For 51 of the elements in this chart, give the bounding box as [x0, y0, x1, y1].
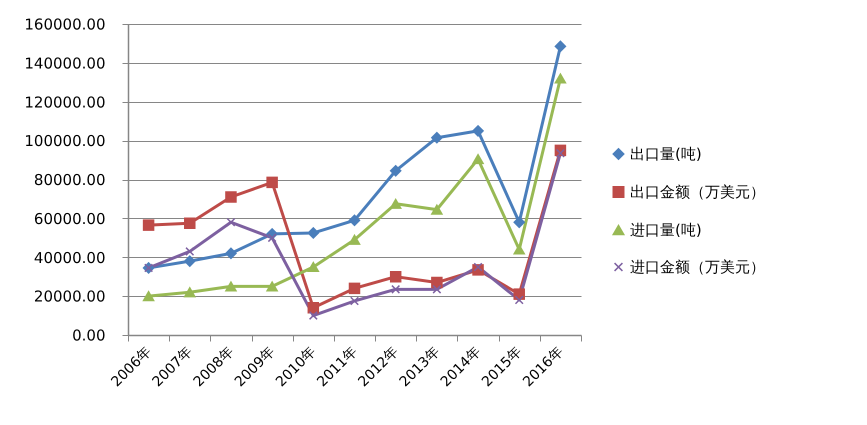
- legend-label: 出口金额（万美元）: [630, 183, 765, 201]
- point: [472, 125, 484, 137]
- point: [391, 284, 400, 294]
- point: [554, 40, 566, 52]
- point: [431, 204, 443, 215]
- point: [225, 281, 237, 292]
- point: [226, 218, 236, 227]
- point: [390, 165, 402, 177]
- point: [184, 255, 196, 267]
- point: [268, 233, 277, 242]
- point: [184, 287, 196, 298]
- point: [266, 281, 278, 292]
- point: [472, 154, 484, 164]
- y-tick-label: 60000.00: [34, 210, 106, 228]
- point: [308, 227, 320, 239]
- point: [142, 219, 154, 231]
- point: [350, 296, 359, 306]
- point: [431, 276, 443, 288]
- y-tick-label: 120000.00: [24, 93, 106, 112]
- point: [514, 296, 524, 305]
- point: [266, 176, 278, 188]
- y-tick-label: 100000.00: [24, 132, 106, 150]
- point: [348, 282, 360, 294]
- point: [432, 284, 442, 294]
- point: [474, 262, 483, 272]
- point: [554, 73, 566, 84]
- point: [513, 244, 525, 255]
- point: [348, 214, 360, 226]
- point: [431, 132, 443, 144]
- point: [390, 198, 402, 209]
- point: [225, 248, 237, 260]
- y-tick-label: 40000.00: [34, 248, 106, 267]
- y-tick-label: 140000.00: [24, 54, 106, 72]
- legend-label: 出口量(吨): [630, 145, 702, 163]
- point: [308, 302, 320, 314]
- point: [184, 217, 196, 229]
- point: [308, 311, 318, 320]
- point: [225, 191, 237, 203]
- y-tick-label: 160000.00: [24, 16, 106, 34]
- point: [556, 148, 565, 158]
- y-tick-label: 20000.00: [34, 288, 106, 306]
- point: [142, 291, 154, 302]
- y-tick-label: 0.00: [72, 326, 106, 344]
- legend-label: 进口量(吨): [630, 221, 702, 239]
- y-tick-label: 80000.00: [34, 171, 106, 189]
- point: [348, 234, 360, 245]
- point: [308, 262, 320, 272]
- point: [513, 216, 525, 228]
- point: [185, 246, 194, 256]
- point: [390, 270, 402, 282]
- legend-label: 进口金额（万美元）: [630, 258, 765, 276]
